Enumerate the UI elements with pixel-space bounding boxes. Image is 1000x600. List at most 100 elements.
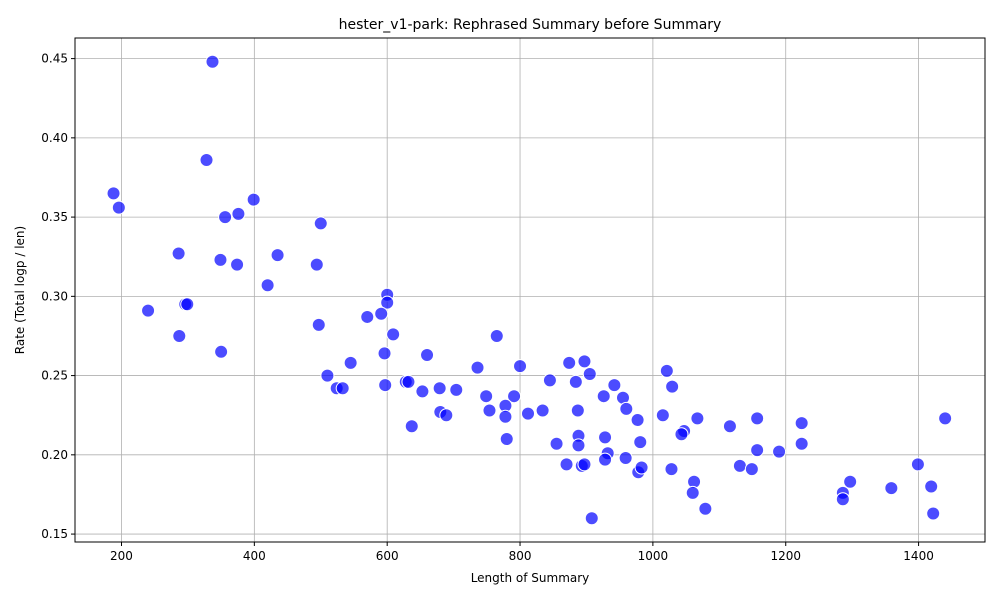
- data-point: [521, 406, 536, 421]
- data-point: [910, 457, 925, 472]
- data-point: [270, 248, 285, 263]
- x-tick-label: 600: [376, 549, 399, 563]
- data-point: [794, 436, 809, 451]
- data-point: [218, 210, 233, 225]
- data-point: [246, 192, 261, 207]
- data-point: [479, 389, 494, 404]
- data-point: [924, 479, 939, 494]
- y-tick-label: 0.35: [41, 210, 68, 224]
- data-point: [655, 408, 670, 423]
- y-tick-label: 0.30: [41, 289, 68, 303]
- y-tick-label: 0.25: [41, 369, 68, 383]
- data-point: [570, 403, 585, 418]
- x-tick-label: 1400: [903, 549, 934, 563]
- data-point: [377, 346, 392, 361]
- data-point: [141, 303, 156, 318]
- data-point: [199, 153, 214, 168]
- data-point: [674, 427, 689, 442]
- data-point: [311, 317, 326, 332]
- data-point: [634, 460, 649, 475]
- data-point: [415, 384, 430, 399]
- data-point: [360, 309, 375, 324]
- data-point: [750, 443, 765, 458]
- data-point: [607, 378, 622, 393]
- x-tick-label: 400: [243, 549, 266, 563]
- data-point: [835, 492, 850, 507]
- chart-title: hester_v1-park: Rephrased Summary before…: [339, 17, 722, 33]
- data-point: [180, 297, 195, 312]
- data-point: [111, 200, 126, 215]
- data-point: [335, 381, 350, 396]
- data-point: [535, 403, 550, 418]
- data-point: [577, 354, 592, 369]
- data-point: [633, 435, 648, 450]
- data-point: [230, 257, 245, 272]
- data-point: [568, 374, 583, 389]
- y-tick-label: 0.15: [41, 527, 68, 541]
- data-point: [598, 430, 613, 445]
- data-point: [582, 367, 597, 381]
- data-point: [722, 419, 737, 434]
- data-point: [732, 458, 747, 473]
- data-point: [750, 411, 765, 426]
- x-tick-label: 800: [509, 549, 532, 563]
- x-axis-ticks: 200 400 600 800 1000 1200 1400: [110, 542, 934, 563]
- data-point: [659, 363, 674, 378]
- data-point: [320, 368, 335, 383]
- x-tick-label: 200: [110, 549, 133, 563]
- data-point: [313, 216, 328, 231]
- data-point: [404, 419, 419, 434]
- data-point: [690, 411, 705, 426]
- data-point: [386, 327, 401, 342]
- data-point: [664, 462, 679, 477]
- data-point: [794, 416, 809, 431]
- data-point: [470, 360, 485, 375]
- data-point: [214, 344, 229, 359]
- data-point: [698, 501, 713, 516]
- data-point: [231, 206, 246, 221]
- data-point: [843, 474, 858, 489]
- data-point: [938, 411, 953, 426]
- data-point: [630, 412, 645, 427]
- data-point: [439, 408, 454, 423]
- y-tick-label: 0.40: [41, 131, 68, 145]
- data-point: [618, 451, 633, 465]
- data-point: [542, 373, 557, 388]
- data-point: [172, 328, 187, 343]
- data-point: [489, 328, 504, 343]
- data-point: [420, 347, 435, 362]
- data-point: [513, 359, 528, 374]
- data-point: [744, 462, 759, 477]
- data-point: [432, 381, 447, 396]
- data-point: [507, 389, 522, 404]
- data-point: [482, 403, 497, 418]
- y-tick-label: 0.45: [41, 52, 68, 66]
- x-tick-label: 1000: [638, 549, 669, 563]
- data-point: [106, 186, 121, 201]
- data-point: [549, 436, 564, 451]
- data-point: [374, 306, 389, 321]
- plot-area-frame: [74, 37, 986, 543]
- data-point: [619, 401, 634, 416]
- data-point: [665, 379, 680, 394]
- y-axis-ticks: 0.15 0.20 0.25 0.30 0.35 0.40 0.45: [41, 52, 75, 541]
- data-point: [584, 511, 599, 526]
- data-point: [498, 409, 513, 424]
- y-tick-label: 0.20: [41, 448, 68, 462]
- data-point: [309, 257, 324, 272]
- data-point: [343, 355, 358, 370]
- data-point: [380, 295, 395, 310]
- data-point: [559, 457, 574, 472]
- data-point: [926, 506, 941, 521]
- x-axis-title: Length of Summary: [471, 571, 590, 585]
- data-point: [213, 252, 228, 267]
- data-point: [205, 54, 220, 69]
- data-point: [596, 389, 611, 404]
- data-point: [772, 444, 787, 459]
- data-point: [171, 246, 186, 261]
- x-tick-label: 1200: [770, 549, 801, 563]
- data-point: [499, 431, 514, 446]
- data-point: [685, 485, 700, 500]
